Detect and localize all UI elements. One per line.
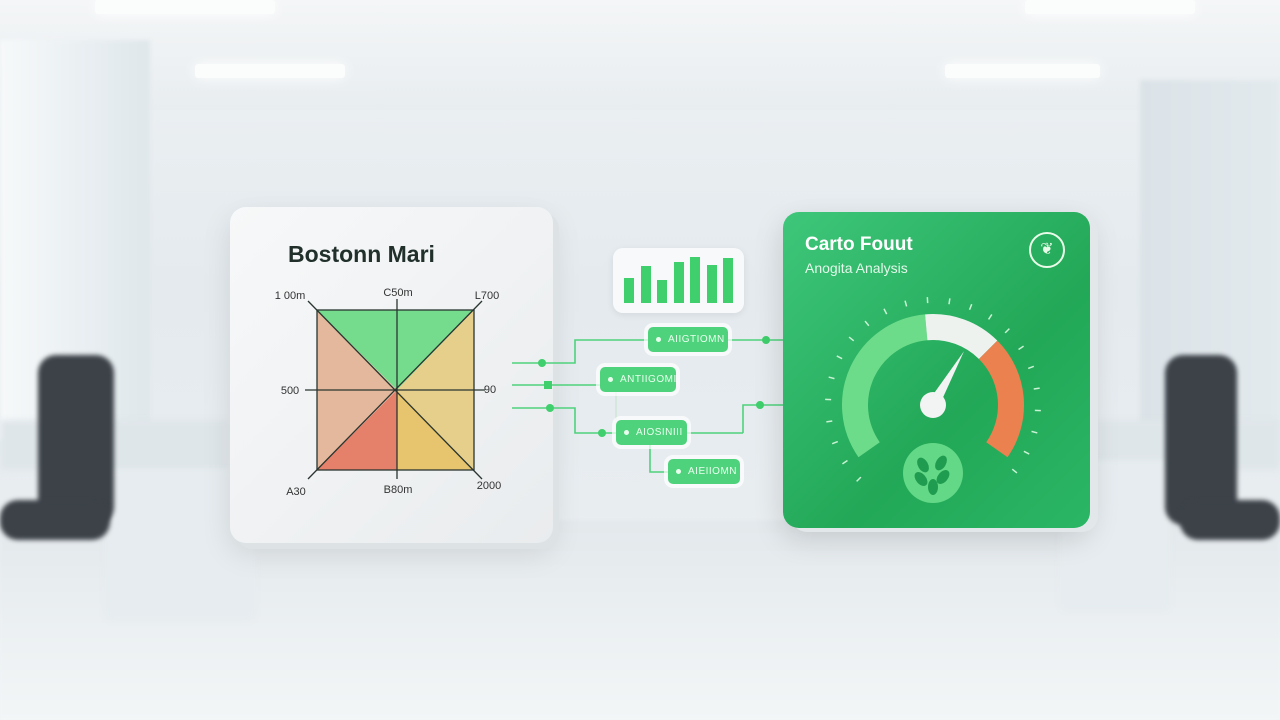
- gauge-tick: [1011, 468, 1018, 474]
- gauge-tick: [968, 303, 973, 311]
- gauge-segment-high: [978, 340, 1024, 458]
- mini-bar: [706, 264, 717, 303]
- axis-label: 90: [483, 384, 497, 396]
- gauge-tick: [1018, 345, 1024, 351]
- mini-bar: [690, 257, 700, 303]
- office-chair-seat: [1180, 500, 1280, 540]
- quadrant-bottom-right: [397, 390, 474, 470]
- gauge-segment-mid: [925, 314, 998, 360]
- leaf-shape: [935, 455, 947, 471]
- ceiling-light: [945, 64, 1100, 78]
- office-chair: [1165, 355, 1237, 525]
- axis-label: C50m: [383, 287, 413, 299]
- gauge-tick: [842, 459, 848, 465]
- quadrant-chart: [305, 299, 485, 480]
- gauge-panel: Carto Fouut Anogita Analysis ❦: [783, 212, 1090, 528]
- ceiling: [0, 0, 1280, 110]
- gauge-tick: [826, 420, 833, 423]
- mini-bar: [624, 277, 634, 303]
- leaf-cluster-icon: [903, 443, 963, 503]
- gauge-tick: [836, 355, 843, 360]
- gauge: [825, 297, 1041, 503]
- ceiling-light: [95, 0, 275, 14]
- quadrant-top: [317, 310, 474, 390]
- ceiling-light: [1025, 0, 1195, 14]
- gauge-segment-low: [842, 314, 928, 458]
- desk: [0, 420, 230, 470]
- gauge-tick: [848, 336, 855, 342]
- gauge-tick: [1004, 328, 1010, 334]
- leaf-shape: [936, 470, 950, 484]
- flow-node[interactable]: AIIGTIOMN: [648, 327, 728, 352]
- axis-label: A30: [286, 486, 306, 498]
- panel-title: Bostonn Mari: [288, 241, 435, 267]
- leaf-shape: [914, 472, 928, 486]
- gauge-hub: [920, 392, 946, 418]
- gauge-tick: [987, 314, 993, 320]
- axis-label: B80m: [383, 484, 413, 496]
- gauge-tick: [1031, 430, 1038, 434]
- axis-label: L700: [474, 290, 500, 302]
- gauge-tick: [948, 298, 951, 305]
- gauge-tick: [904, 300, 908, 307]
- gauge-tick: [831, 440, 839, 445]
- gauge-tick: [883, 308, 888, 315]
- axis-label: 1 00m: [274, 290, 306, 302]
- flow-node[interactable]: AIOSINIII: [616, 420, 687, 445]
- gauge-tick: [1033, 387, 1040, 390]
- flow-node[interactable]: ANTIIGOMI: [600, 367, 676, 392]
- axis-label: 2000: [476, 480, 502, 492]
- flow-node[interactable]: AIEIIOMN: [668, 459, 740, 484]
- office-chair-seat: [0, 500, 110, 540]
- gauge-tick: [864, 320, 870, 327]
- leaf-shape: [917, 457, 929, 473]
- gauge-tick: [828, 376, 835, 380]
- panel-subtitle: Anogita Analysis: [805, 260, 908, 276]
- ceiling-light: [195, 64, 345, 78]
- axis-label: 500: [280, 385, 300, 397]
- panel-title: Carto Fouut: [805, 234, 913, 255]
- gauge-tick: [856, 476, 862, 482]
- office-chair: [38, 355, 114, 525]
- mini-bar-chart: [613, 248, 744, 313]
- mini-bar: [673, 261, 684, 303]
- gauge-tick: [1023, 450, 1030, 455]
- mini-bar: [657, 280, 667, 303]
- quadrant-chart-panel: Bostonn Mari 1 00m C50m L700 500 90 A30 …: [230, 207, 553, 543]
- leaf-shape: [928, 479, 938, 495]
- mini-bar: [723, 257, 733, 303]
- gauge-tick: [1027, 365, 1035, 370]
- mini-bar: [640, 266, 651, 303]
- leaf-icon[interactable]: ❦: [1029, 232, 1065, 268]
